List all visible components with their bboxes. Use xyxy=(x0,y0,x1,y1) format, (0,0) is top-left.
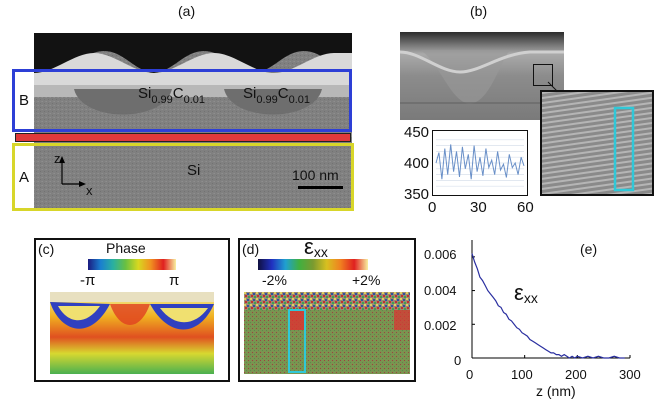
axis-x-label: x xyxy=(86,183,93,198)
strain-title: εxx xyxy=(304,234,328,260)
panel-c-label: (c) xyxy=(38,241,55,257)
panel-b-label: (b) xyxy=(470,3,488,19)
strain-profile-plot xyxy=(471,240,631,359)
sic-label-right: Si0.99C0.01 xyxy=(243,86,310,106)
inset-ytick-350: 350 xyxy=(404,186,430,203)
region-b-label: B xyxy=(19,92,30,109)
strain-map-graphic xyxy=(244,292,410,374)
plot-xtick-200: 200 xyxy=(565,367,587,382)
plot-series-eps: ε xyxy=(514,280,524,305)
plot-ytick-0006: 0.006 xyxy=(424,247,457,262)
inset-xtick-30: 30 xyxy=(470,199,487,216)
plot-xtick-0: 0 xyxy=(466,367,474,382)
region-b-box xyxy=(12,69,352,132)
scale-bar-label: 100 nm xyxy=(292,167,339,183)
plot-ytick-0002: 0.002 xyxy=(424,318,457,333)
axis-z-label: z xyxy=(54,151,61,166)
tem-image-b xyxy=(399,32,564,120)
scale-bar xyxy=(298,186,343,189)
plot-xlabel: z (nm) xyxy=(536,383,576,399)
panel-a-label: (a) xyxy=(178,3,196,19)
plot-xtick-300: 300 xyxy=(619,367,641,382)
phase-min-label: -π xyxy=(80,272,96,289)
region-a-box xyxy=(12,143,354,211)
sic-left-sub1: 0.99 xyxy=(151,94,173,106)
substrate-label: Si xyxy=(187,162,201,179)
phase-map xyxy=(50,292,214,374)
sic-left-si: Si xyxy=(138,85,152,102)
interface-bar xyxy=(15,133,351,142)
sic-right-sub1: 0.99 xyxy=(256,94,278,106)
inset-ytick-400: 400 xyxy=(404,155,430,172)
plot-series-label: εxx xyxy=(514,280,538,306)
plot-xtick-100: 100 xyxy=(511,367,533,382)
panel-d-frame xyxy=(238,238,416,382)
strain-min-label: -2% xyxy=(262,272,287,288)
panel-c-frame xyxy=(34,238,230,382)
axis-arrows xyxy=(59,156,86,187)
strain-max-label: +2% xyxy=(352,272,381,288)
inset-series-line xyxy=(435,144,525,180)
strain-title-eps: ε xyxy=(304,234,314,259)
strain-map xyxy=(244,292,410,374)
panel-e-label: (e) xyxy=(580,241,598,257)
phase-title: Phase xyxy=(106,240,146,256)
sic-right-sub2: 0.01 xyxy=(288,94,311,106)
tem-image-b-graphic xyxy=(399,32,564,120)
inset-xtick-60: 60 xyxy=(517,199,534,216)
sic-right-si: Si xyxy=(243,85,257,102)
lattice-image xyxy=(540,90,654,196)
inset-xtick-0: 0 xyxy=(428,199,437,216)
plot-ytick-0: 0 xyxy=(454,353,462,368)
sic-right-c: C xyxy=(277,85,289,102)
phase-max-label: π xyxy=(169,272,180,289)
sic-label-left: Si0.99C0.01 xyxy=(138,86,205,106)
phase-map-graphic xyxy=(50,292,214,374)
sic-left-sub2: 0.01 xyxy=(183,94,206,106)
plot-series-line xyxy=(471,253,625,359)
zoom-box-small xyxy=(533,64,553,86)
inset-plot-svg xyxy=(435,139,525,187)
region-a-label: A xyxy=(19,169,30,186)
strain-colorbar xyxy=(258,259,368,270)
panel-d-label: (d) xyxy=(242,241,260,257)
plot-series-sub: xx xyxy=(523,290,538,306)
strain-title-sub: xx xyxy=(313,244,328,260)
phase-colorbar xyxy=(88,259,176,270)
lattice-image-graphic xyxy=(542,92,652,194)
plot-ytick-0004: 0.004 xyxy=(424,283,457,298)
inset-ytick-450: 450 xyxy=(404,124,430,141)
sic-left-c: C xyxy=(172,85,184,102)
